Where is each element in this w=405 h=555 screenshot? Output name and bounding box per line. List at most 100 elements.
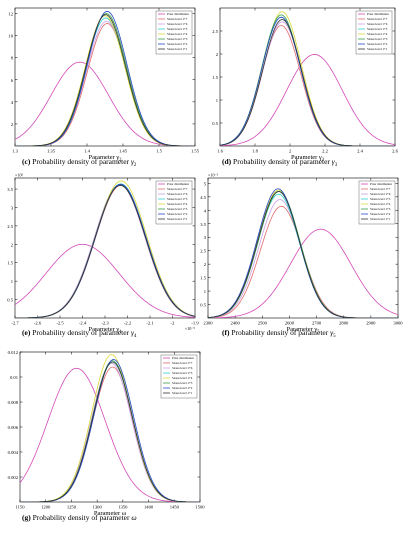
x-tick-label: 1.3 — [12, 149, 18, 154]
series-line-0 — [15, 243, 195, 318]
y-tick-label: 1.5 — [200, 276, 206, 281]
legend-label: Stress level 1+4 — [167, 32, 188, 36]
y-tick-label: 12 — [8, 12, 13, 17]
legend-label: Stress level 1+7 — [367, 17, 388, 21]
y-tick-label: 1 — [11, 279, 14, 284]
x-axis-label: Parameter γ5 — [286, 326, 320, 334]
y-tick-label: 2.5 — [212, 29, 218, 34]
legend-label: Stress level 1+2 — [370, 212, 391, 216]
legend-label: Stress level 1+3 — [167, 37, 188, 41]
series-line-0 — [20, 367, 200, 502]
x-tick-label: 1.55 — [191, 149, 200, 154]
legend-box — [155, 10, 193, 55]
y-tick-label: 2 — [204, 262, 207, 267]
y-tick-label: 2 — [216, 52, 219, 57]
chart-panel-c: 2 4 6 8 10 12 1.3 1.35 1.4 1.45 1.5 1.55 Prior distr… — [8, 7, 200, 168]
legend-box — [355, 10, 393, 55]
panel-caption: (f) Probability density of parameter γ5 — [222, 328, 336, 339]
x-tick-label: -2.3 — [101, 321, 109, 326]
y-tick-label: 0.01 — [10, 375, 19, 380]
x-tick-label: 1.8 — [252, 149, 258, 154]
y-tick-label: 6 — [11, 78, 14, 83]
legend-label: Stress level 1+6 — [167, 192, 188, 196]
y-tick-label: 0.5 — [7, 298, 13, 303]
legend-label: Stress level 1+5 — [370, 197, 391, 201]
x-axis-label: Parameter γ2 — [88, 154, 121, 162]
x-tick-label: -2.1 — [146, 321, 154, 326]
legend-label: Prior distribution — [167, 12, 189, 16]
x-tick-label: 1350 — [118, 505, 128, 510]
y-tick-label: 4 — [11, 100, 14, 105]
legend-label: Stress level 1+3 — [172, 381, 193, 385]
legend-label: Stress level 1+2 — [167, 212, 188, 216]
y-exponent-label: ×10⁵ — [15, 173, 24, 178]
x-tick-label: 2.2 — [322, 149, 328, 154]
x-tick-label: 2500 — [258, 321, 268, 326]
series-line-7 — [20, 361, 200, 502]
y-tick-label: 3.5 — [200, 222, 206, 227]
x-tick-label: 2700 — [312, 321, 322, 326]
legend-label: Stress level 1+7 — [167, 17, 188, 21]
legend-label: Stress level 1+4 — [167, 202, 188, 206]
legend-label: Stress level 1+4 — [172, 376, 193, 380]
x-tick-label: 1.5 — [156, 149, 162, 154]
y-tick-label: 1 — [216, 98, 219, 103]
y-tick-label: 3 — [11, 205, 14, 210]
legend-label: Stress level 1+6 — [167, 22, 188, 26]
series-line-7 — [208, 191, 398, 318]
legend-label: Stress level 1+5 — [172, 371, 193, 375]
y-exponent-label: ×10⁻³ — [208, 173, 219, 178]
x-tick-label: 1400 — [144, 505, 154, 510]
x-tick-label: 1200 — [41, 505, 51, 510]
x-exponent-label: ×10⁻⁵ — [185, 326, 196, 331]
y-tick-label: 0.012 — [8, 350, 19, 355]
legend-label: Stress level 1+4 — [370, 202, 391, 206]
legend-label: Stress level 1+4 — [367, 32, 388, 36]
legend-label: Stress level 1+7 — [370, 187, 391, 191]
x-tick-label: 2.6 — [392, 149, 398, 154]
x-tick-label: 2400 — [231, 321, 241, 326]
x-tick-label: -2.5 — [56, 321, 64, 326]
panel-caption: (c) Probability density of parameter γ2 — [22, 157, 137, 168]
legend-label: Stress level 1+5 — [167, 27, 188, 31]
y-tick-label: 3.5 — [7, 187, 13, 192]
legend-box — [358, 180, 396, 225]
y-tick-label: 3 — [204, 235, 207, 240]
legend-label: Stress level 1+6 — [370, 192, 391, 196]
y-tick-label: 0.002 — [8, 475, 19, 480]
x-tick-label: -2.4 — [79, 321, 87, 326]
series-line-0 — [220, 54, 395, 146]
x-tick-label: 1.6 — [217, 149, 223, 154]
y-tick-label: 0.004 — [8, 450, 19, 455]
legend-label: Stress level 1+5 — [367, 27, 388, 31]
x-tick-label: -1.9 — [191, 321, 199, 326]
y-tick-label: 0.006 — [8, 425, 19, 430]
legend-label: Stress level 1+6 — [172, 366, 193, 370]
chart-panel-d: 0.5 1 1.5 2 2.5 1.6 1.8 2 2.2 2.4 2.6 Prior distrib… — [212, 7, 399, 168]
legend-label: Stress level 1+7 — [167, 187, 188, 191]
chart-panel-e: 0.5 1 1.5 2 2.5 3 3.5 -2.7 -2.6 -2.5 -2.4 -2.3 -2.2 -… — [7, 173, 199, 339]
y-tick-label: 1 — [204, 289, 207, 294]
legend-label: Prior distribution — [172, 356, 194, 360]
x-tick-label: 3000 — [393, 321, 403, 326]
legend-label: Stress level 1+1 — [167, 47, 188, 51]
y-tick-label: 5 — [204, 181, 207, 186]
x-tick-label: -2 — [171, 321, 176, 326]
y-tick-label: 8 — [11, 56, 14, 61]
y-tick-label: 0.008 — [8, 400, 19, 405]
legend-label: Stress level 1+5 — [167, 197, 188, 201]
legend-label: Stress level 1+1 — [367, 47, 388, 51]
series-line-7 — [15, 14, 195, 146]
legend-label: Prior distribution — [367, 12, 389, 16]
y-tick-label: 0.5 — [212, 121, 218, 126]
series-line-0 — [208, 228, 398, 318]
series-line-7 — [15, 184, 195, 318]
legend-label: Stress level 1+6 — [367, 22, 388, 26]
x-tick-label: 1.45 — [119, 149, 128, 154]
y-tick-label: 2 — [11, 122, 14, 127]
x-tick-label: 1500 — [195, 505, 205, 510]
x-tick-label: 2 — [289, 149, 292, 154]
x-tick-label: 1450 — [170, 505, 180, 510]
